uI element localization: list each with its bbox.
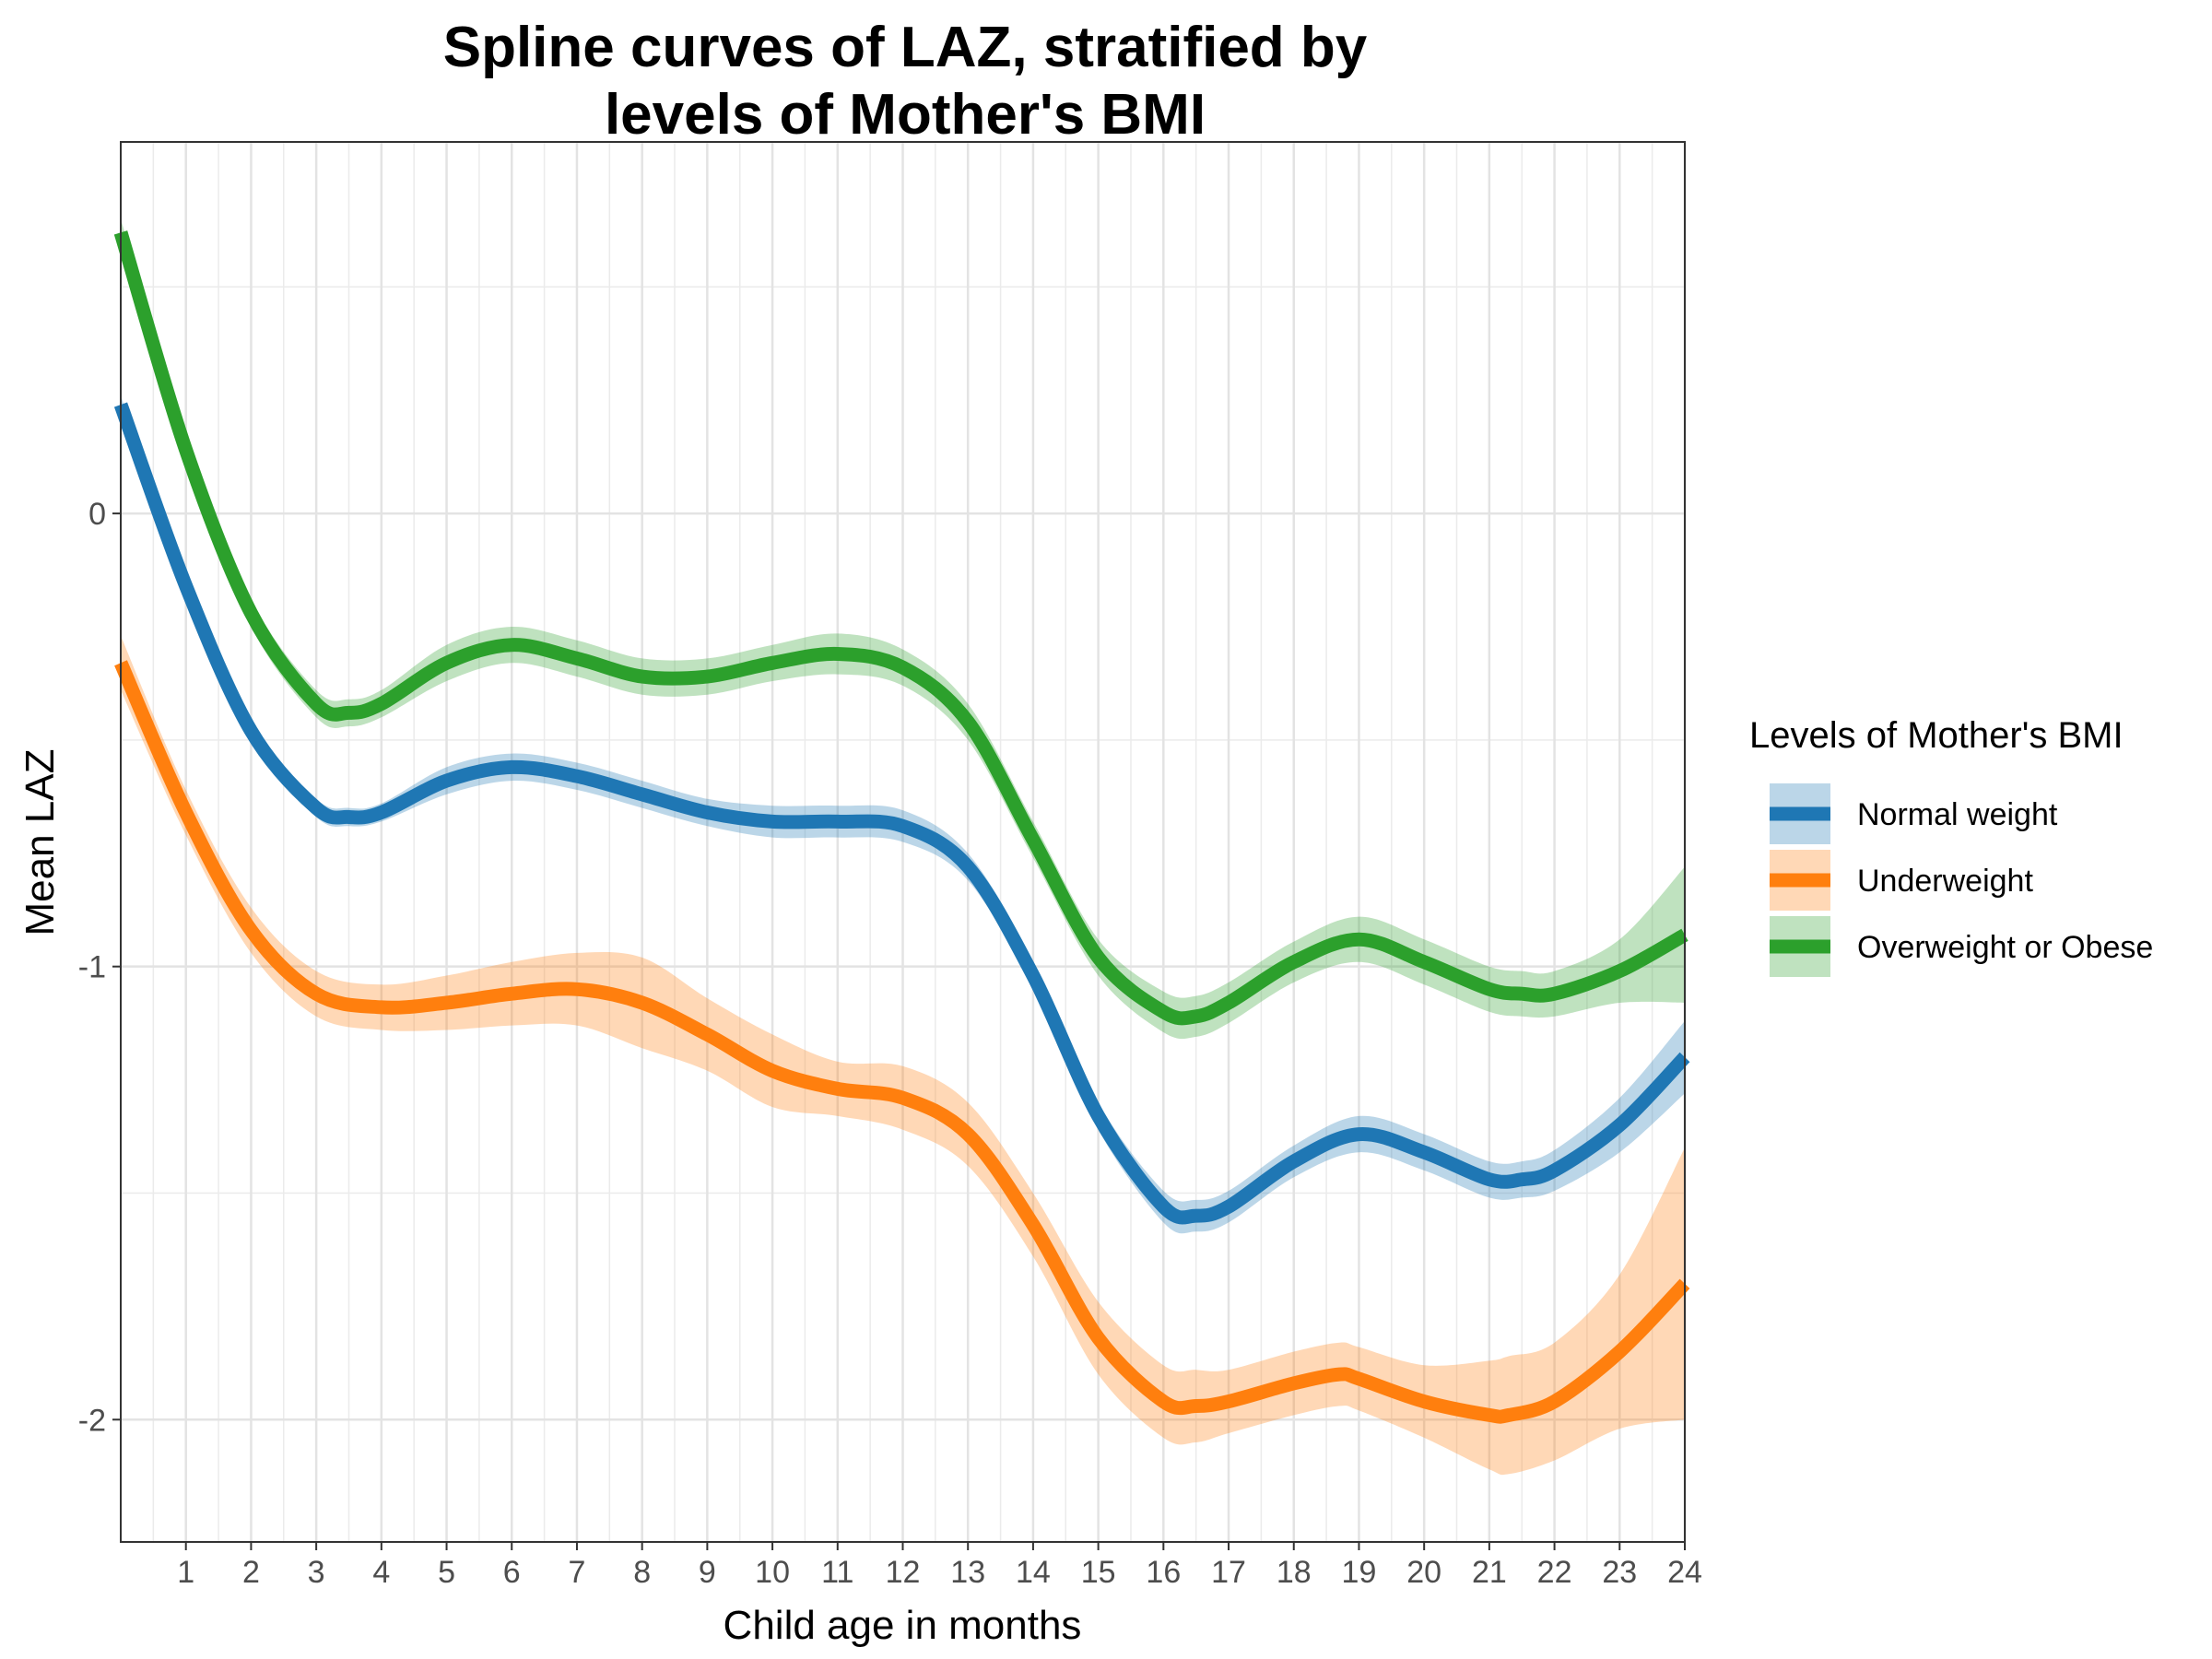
x-axis-title: Child age in months (724, 1603, 1082, 1648)
x-tick-label: 4 (372, 1555, 390, 1590)
legend-title: Levels of Mother's BMI (1749, 715, 2124, 756)
legend-label: Overweight or Obese (1857, 930, 2153, 965)
x-tick-label: 12 (886, 1555, 921, 1590)
x-tick-label: 6 (503, 1555, 521, 1590)
x-tick-label: 3 (308, 1555, 325, 1590)
x-tick-label: 9 (699, 1555, 716, 1590)
chart-title-line-2: levels of Mother's BMI (605, 83, 1206, 147)
x-tick-label: 15 (1081, 1555, 1116, 1590)
x-tick-label: 22 (1537, 1555, 1572, 1590)
y-tick-label: -1 (78, 950, 106, 985)
legend-label: Underweight (1857, 864, 2033, 899)
plot-panel (113, 141, 1690, 1543)
x-tick-label: 14 (1016, 1555, 1051, 1590)
y-tick-label: -2 (78, 1403, 106, 1438)
y-axis-title: Mean LAZ (18, 749, 63, 936)
x-axis-ticks: 1 2 3 4 5 6 7 8 9 10 11 12 13 14 15 16 17 18 19 20 21 22 23 24 (177, 1542, 1702, 1590)
x-tick-label: 8 (633, 1555, 651, 1590)
x-tick-label: 11 (821, 1555, 853, 1590)
x-tick-label: 21 (1472, 1555, 1507, 1590)
minor-gridlines (120, 142, 1685, 1542)
legend: Levels of Mother's BMI Normal weight Unde… (1749, 715, 2153, 977)
x-tick-label: 18 (1277, 1555, 1312, 1590)
x-tick-label: 17 (1211, 1555, 1246, 1590)
series-lines (113, 230, 1690, 1424)
x-tick-label: 2 (242, 1555, 260, 1590)
legend-item-underweight: Underweight (1770, 850, 2033, 911)
ribbon-normal-weight (121, 395, 1685, 1234)
x-tick-label: 1 (177, 1555, 194, 1590)
ribbon-underweight (121, 635, 1685, 1476)
x-tick-label: 24 (1667, 1555, 1702, 1590)
confidence-ribbons (121, 218, 1685, 1476)
chart-title-line-1: Spline curves of LAZ, stratified by (443, 16, 1368, 79)
y-tick-label: 0 (88, 497, 106, 532)
x-tick-label: 13 (950, 1555, 985, 1590)
legend-item-normal-weight: Normal weight (1770, 783, 2058, 844)
x-tick-label: 19 (1342, 1555, 1377, 1590)
legend-label: Normal weight (1857, 797, 2058, 832)
legend-item-overweight-or-obese: Overweight or Obese (1770, 916, 2153, 977)
x-tick-label: 7 (568, 1555, 585, 1590)
x-tick-label: 10 (755, 1555, 790, 1590)
x-tick-label: 16 (1146, 1555, 1181, 1590)
line-overweight-or-obese (113, 230, 1688, 1026)
line-normal-weight (113, 402, 1690, 1225)
x-tick-label: 20 (1406, 1555, 1441, 1590)
major-gridlines (121, 142, 1687, 1542)
y-axis-ticks: 0 -1 -2 (78, 497, 121, 1438)
line-underweight (114, 660, 1690, 1424)
x-tick-label: 5 (438, 1555, 455, 1590)
x-tick-label: 23 (1602, 1555, 1637, 1590)
legend-keys: Normal weight Underweight Overweight or Ob… (1770, 783, 2153, 977)
